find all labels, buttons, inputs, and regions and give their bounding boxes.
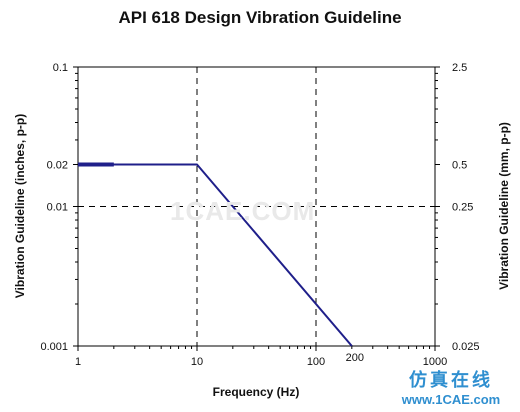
y2-tick-label-0.025: 0.025 [452, 341, 480, 353]
x-tick-label-1000: 1000 [423, 356, 447, 368]
y-axis-label-left: Vibration Guideline (inches, p-p) [13, 114, 27, 298]
brand-url-text: www.1CAE.com [401, 392, 501, 407]
watermark-faint-text: 1CAE.COM [170, 196, 316, 226]
series-group [77, 162, 353, 347]
y2-tick-label-0.5: 0.5 [452, 160, 467, 172]
tick-labels: 1 10 100 1000 200 0.1 0.02 0.01 0.001 2.5 0.5 0.25 0… [40, 62, 479, 368]
series-line-0 [78, 163, 353, 347]
axis-ticks [73, 66, 440, 351]
y-axis-label-right: Vibration Guideline (mm, p-p) [497, 122, 511, 290]
y2-tick-label-0.25: 0.25 [452, 202, 473, 214]
x-extra-label-200: 200 [346, 352, 364, 364]
y-tick-label-0.1: 0.1 [53, 62, 68, 74]
brand-chinese-text: 仿真在线 [409, 370, 493, 391]
brand-watermark: 仿真在线 www.1CAE.com [392, 370, 510, 408]
x-tick-label-1: 1 [75, 356, 81, 368]
grid-lines [78, 67, 435, 346]
y-tick-label-0.02: 0.02 [47, 160, 68, 172]
chart-title: API 618 Design Vibration Guideline [118, 8, 402, 27]
x-tick-label-100: 100 [307, 356, 325, 368]
y-tick-label-0.01: 0.01 [47, 202, 68, 214]
x-tick-label-10: 10 [191, 356, 203, 368]
x-axis-label: Frequency (Hz) [213, 385, 300, 399]
y-tick-label-0.001: 0.001 [40, 341, 68, 353]
y2-tick-label-2.5: 2.5 [452, 62, 467, 74]
